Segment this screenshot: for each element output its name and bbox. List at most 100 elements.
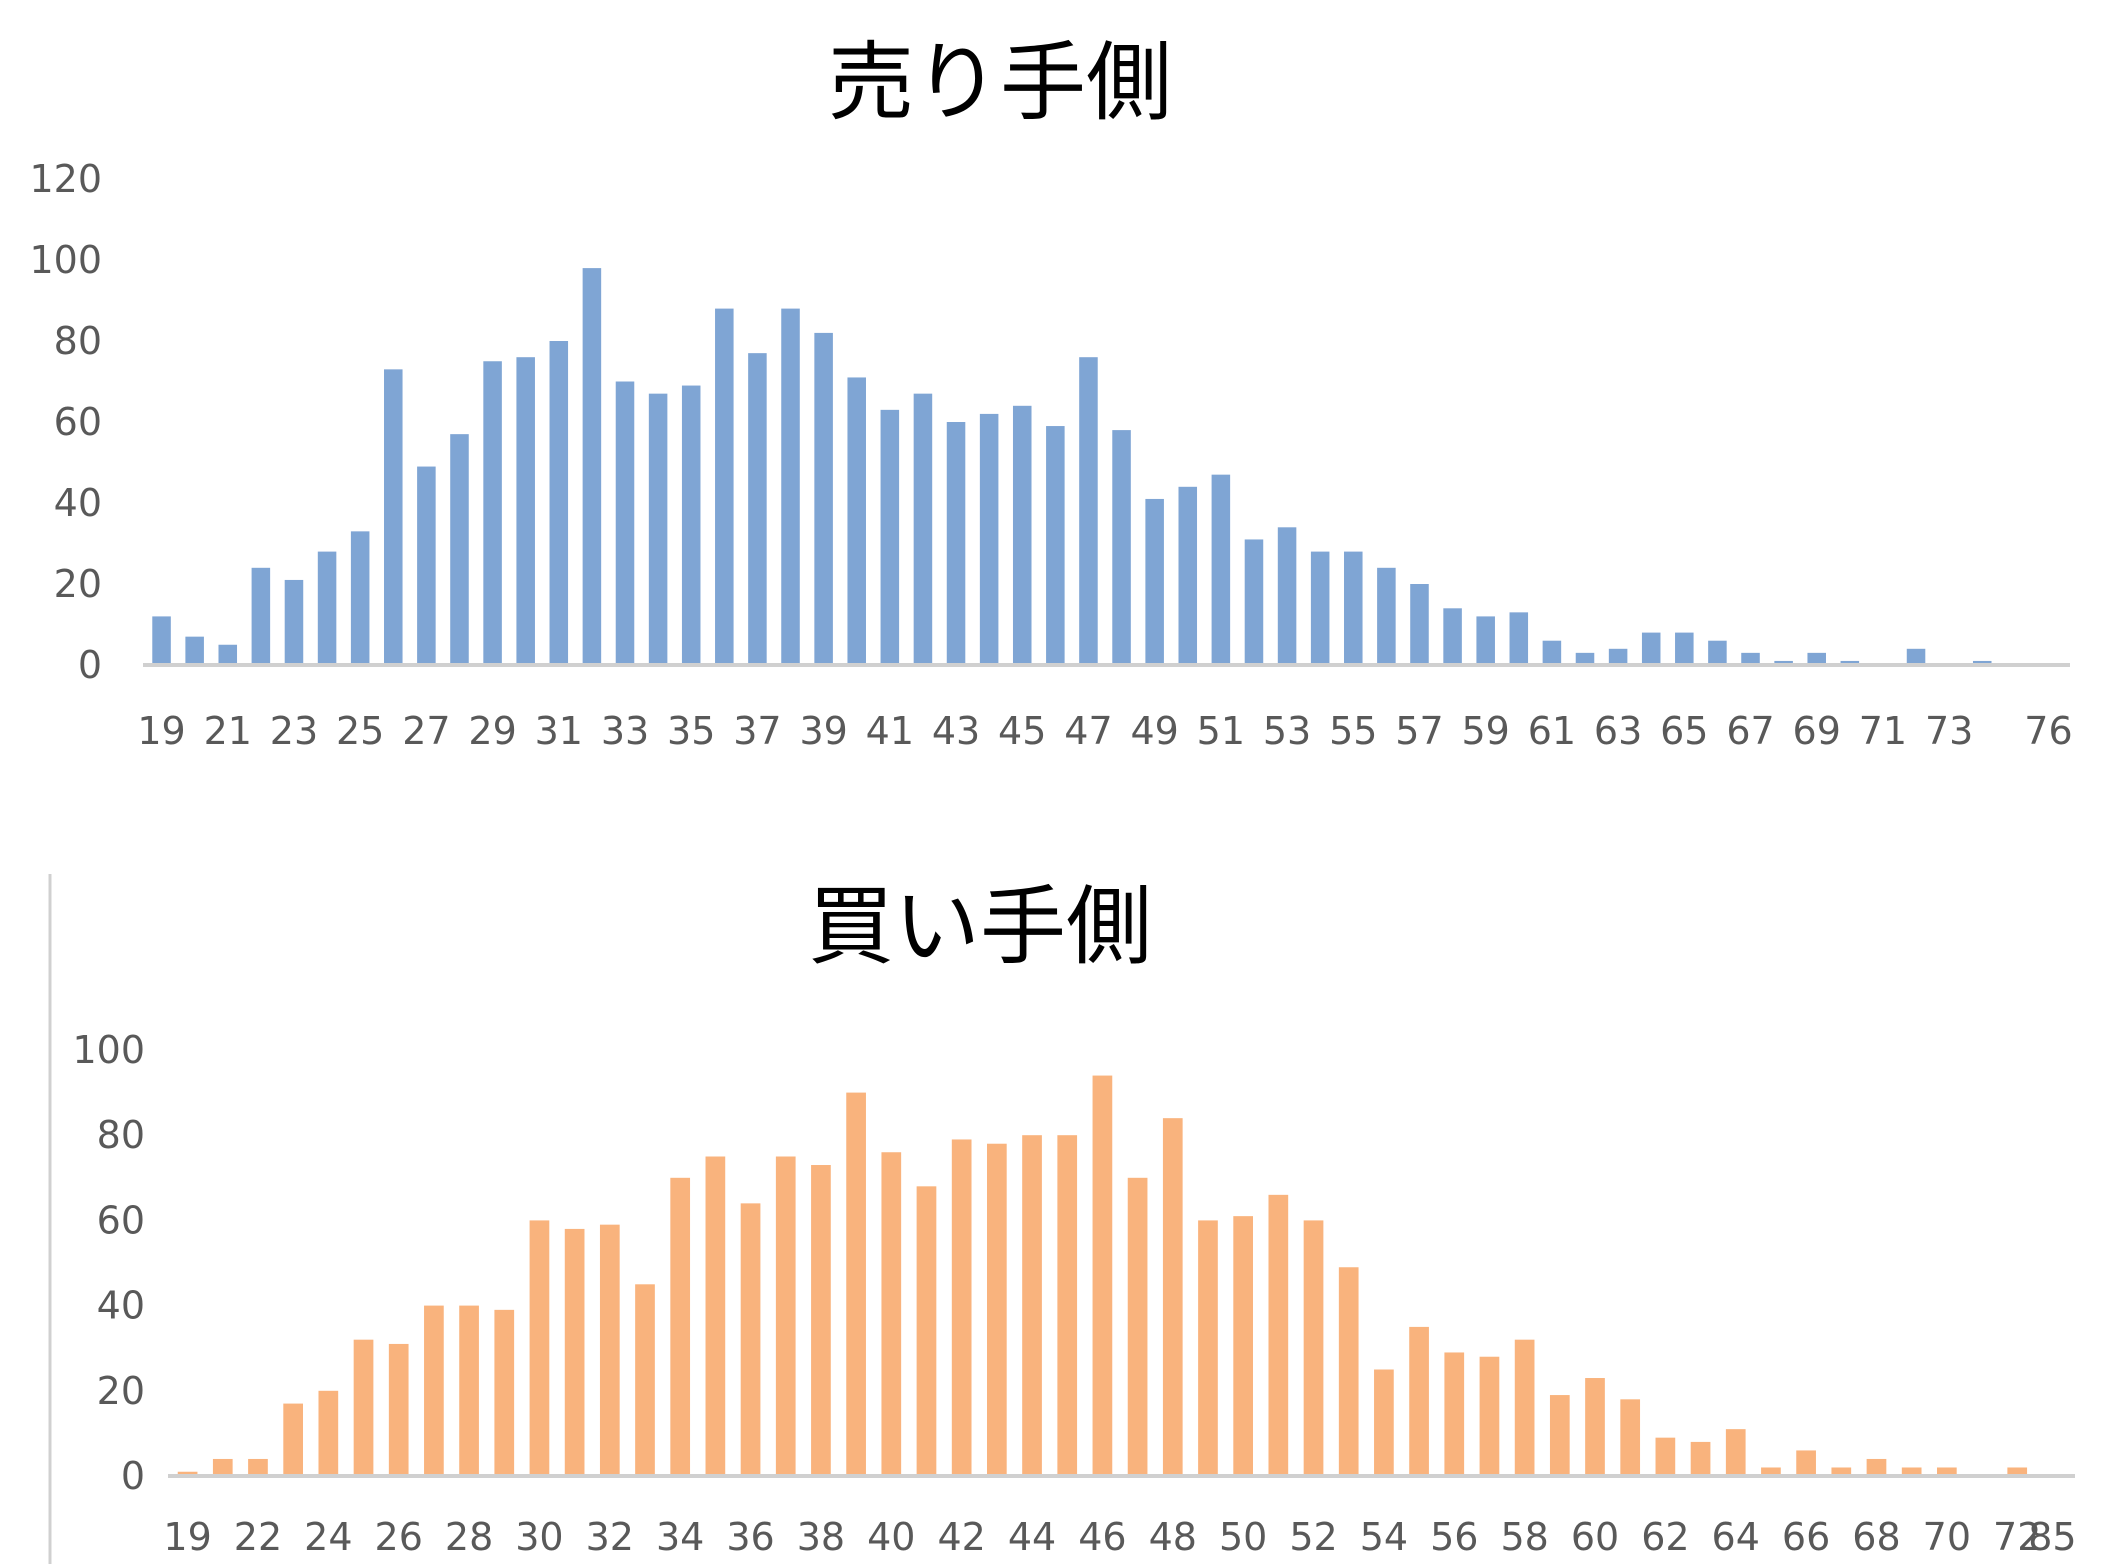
- bar: [317, 551, 337, 665]
- bar: [715, 308, 734, 665]
- chart-svg: 買い手側 0 20 40 60 80 100 19 22 24 26 28 30 32 34 36 38 40 42…: [48, 874, 2077, 1564]
- bar: [564, 1228, 585, 1476]
- x-tick-label: 59: [1462, 709, 1510, 753]
- bar: [353, 1339, 374, 1476]
- bar: [350, 531, 370, 665]
- bar: [599, 1224, 620, 1476]
- x-tick-label: 53: [1263, 709, 1311, 753]
- x-tick-label: 76: [2024, 709, 2072, 753]
- x-tick-label: 65: [1660, 709, 1708, 753]
- bar: [283, 1403, 303, 1476]
- y-tick-label: 40: [54, 481, 102, 525]
- bar: [1796, 1450, 1816, 1476]
- x-tick-label: 55: [1329, 709, 1377, 753]
- x-tick-label: 24: [304, 1515, 352, 1559]
- x-tick-label: 28: [445, 1515, 493, 1559]
- bar: [1057, 1135, 1078, 1476]
- bar: [1092, 1075, 1113, 1476]
- bar: [185, 636, 204, 665]
- bar: [212, 1458, 233, 1476]
- x-tick-label: 85: [2028, 1515, 2076, 1559]
- x-tick-label: 19: [163, 1515, 211, 1559]
- chart-svg: 売り手側 0 20 40 60 80 100 120 19 21 23 25 27 29 31 33 35 37 3…: [29, 33, 2072, 753]
- y-tick-label: 60: [54, 400, 102, 444]
- bar: [1761, 1467, 1781, 1476]
- bar: [1112, 430, 1131, 665]
- x-tick-label: 38: [797, 1515, 845, 1559]
- x-tick-label: 35: [667, 709, 715, 753]
- bar: [1244, 539, 1264, 665]
- x-tick-label: 22: [234, 1515, 282, 1559]
- bar: [1972, 660, 1992, 665]
- x-tick-label: 41: [866, 709, 914, 753]
- bar: [1127, 1177, 1148, 1476]
- bar: [529, 1220, 550, 1476]
- bar: [1344, 551, 1363, 665]
- x-tick-label: 67: [1726, 709, 1774, 753]
- y-tick-label: 0: [121, 1454, 145, 1498]
- x-tick-label: 29: [468, 709, 516, 753]
- x-tick-label: 33: [601, 709, 649, 753]
- x-tick-label: 40: [867, 1515, 915, 1559]
- bar: [1303, 1220, 1324, 1476]
- bar: [516, 357, 535, 665]
- x-tick-label: 34: [656, 1515, 704, 1559]
- x-tick-label: 73: [1925, 709, 1973, 753]
- bar: [1145, 498, 1164, 665]
- x-tick-label: 58: [1500, 1515, 1548, 1559]
- x-tick-label: 66: [1782, 1515, 1830, 1559]
- x-tick-label: 37: [733, 709, 781, 753]
- bar: [1690, 1441, 1711, 1476]
- x-tick-label: 36: [726, 1515, 774, 1559]
- x-tick-label: 47: [1064, 709, 1112, 753]
- bar: [781, 308, 800, 665]
- bar: [987, 1143, 1007, 1476]
- bar: [384, 369, 403, 665]
- x-tick-label: 27: [402, 709, 450, 753]
- bar: [1608, 648, 1628, 665]
- bar: [1655, 1437, 1676, 1476]
- bar: [847, 377, 866, 665]
- bar: [814, 332, 833, 665]
- bar: [1046, 426, 1065, 665]
- x-tick-label: 52: [1289, 1515, 1337, 1559]
- bar: [1012, 405, 1032, 665]
- bar: [1906, 648, 1926, 665]
- y-tick-label: 120: [29, 157, 102, 201]
- bar: [1410, 584, 1429, 665]
- x-tick-label: 32: [586, 1515, 634, 1559]
- bar: [1476, 616, 1495, 665]
- bar: [251, 567, 271, 665]
- x-tick-label: 19: [137, 709, 185, 753]
- x-tick-label: 48: [1149, 1515, 1197, 1559]
- bar: [670, 1177, 691, 1476]
- x-tick-label: 54: [1360, 1515, 1408, 1559]
- x-tick-label: 31: [535, 709, 583, 753]
- bar: [248, 1458, 268, 1476]
- bar: [494, 1309, 515, 1476]
- bar: [775, 1156, 796, 1476]
- bar: [913, 393, 933, 665]
- x-tick-label: 42: [937, 1515, 985, 1559]
- bar: [2007, 1467, 2028, 1476]
- bar: [388, 1343, 409, 1476]
- x-tick-label: 56: [1430, 1515, 1478, 1559]
- bar: [1509, 612, 1529, 665]
- bar: [424, 1305, 444, 1476]
- x-tick-label: 39: [799, 709, 847, 753]
- y-tick-label: 80: [97, 1113, 145, 1157]
- x-tick-label: 21: [204, 709, 252, 753]
- x-tick-label: 70: [1923, 1515, 1971, 1559]
- x-tick-label: 63: [1594, 709, 1642, 753]
- buyer-chart: 買い手側 0 20 40 60 80 100 19 22 24 26 28 30 32 34 36 38 40 42…: [0, 870, 2101, 1564]
- bar: [740, 1203, 761, 1476]
- bar: [1641, 632, 1661, 665]
- y-tick-label: 80: [54, 319, 102, 363]
- x-tick-label: 68: [1852, 1515, 1900, 1559]
- x-tick-label: 64: [1712, 1515, 1760, 1559]
- bar: [1542, 640, 1562, 665]
- x-tick-label: 57: [1395, 709, 1443, 753]
- bar: [1310, 551, 1330, 665]
- y-tick-label: 60: [97, 1198, 145, 1242]
- bar: [979, 413, 999, 665]
